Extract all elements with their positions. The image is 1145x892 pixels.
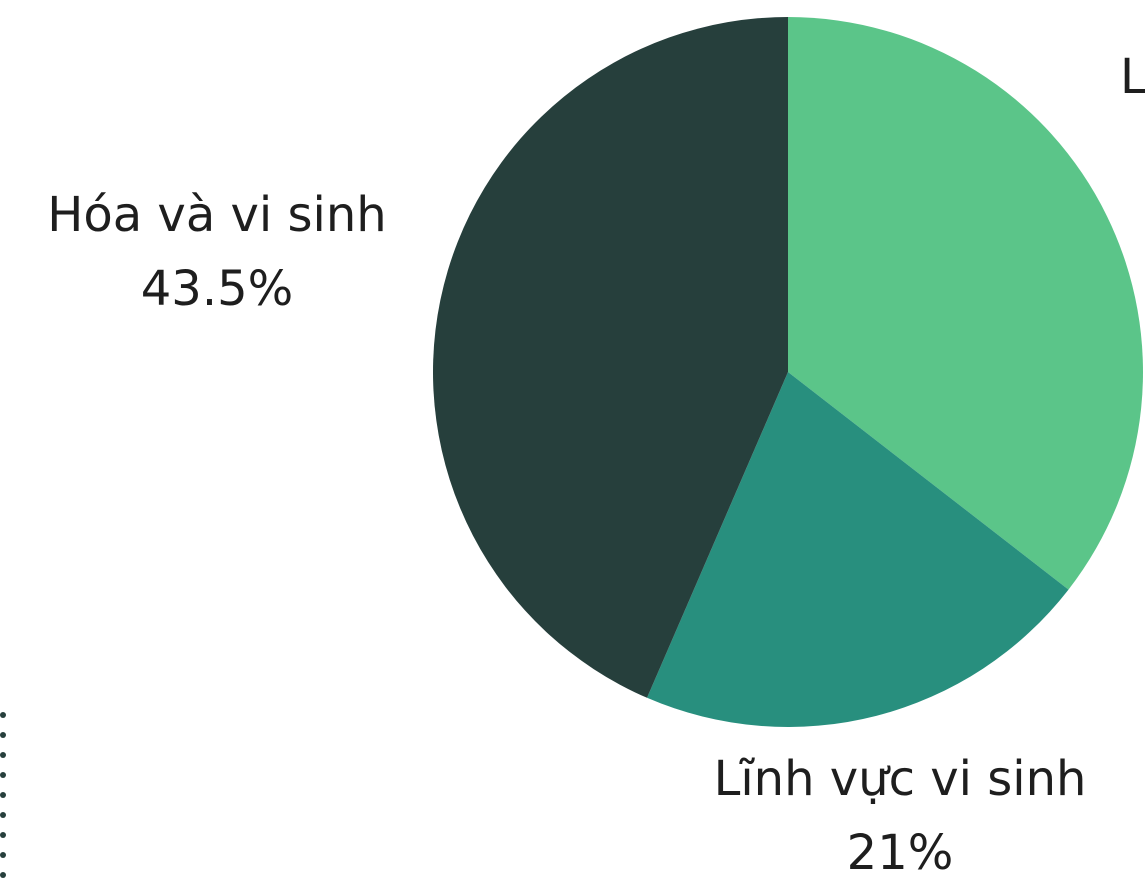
pie-slice	[647, 372, 1069, 727]
decorative-dots	[0, 712, 6, 878]
slice-value-label: 43.5%	[141, 261, 293, 317]
slice-label: L	[1120, 49, 1145, 105]
slice-value-label: 21%	[847, 825, 954, 881]
slice-label: Lĩnh vực vi sinh	[714, 751, 1087, 807]
slice-label: Hóa và vi sinh	[47, 187, 386, 243]
pie-slice	[433, 17, 788, 698]
pie-slice	[788, 17, 1143, 590]
